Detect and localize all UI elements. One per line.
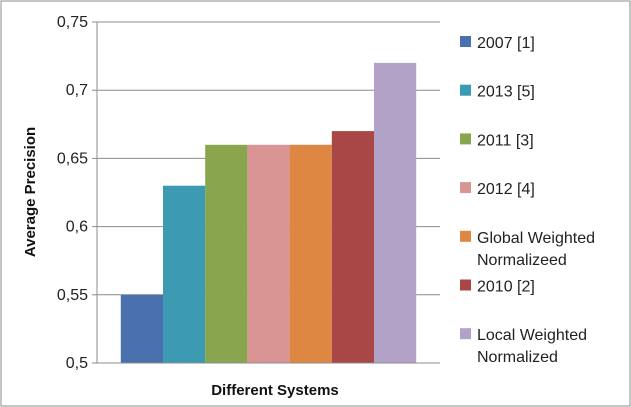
bar: [205, 144, 248, 363]
y-tick-label: 0,7: [66, 82, 88, 99]
y-tick-label: 0,65: [57, 150, 88, 167]
legend-label: 2013 [5]: [477, 84, 535, 101]
legend-label-line: 2010 [2]: [477, 279, 535, 296]
legend-label-line: 2007 [1]: [477, 35, 535, 52]
legend-swatch: [460, 84, 471, 96]
legend: 2007 [1] 2013 [5] 2011 [3] 2012 [4] Global W…: [460, 35, 595, 366]
y-tick-label: 0,55: [57, 287, 88, 304]
bars: [120, 62, 417, 364]
legend-swatch: [460, 133, 471, 145]
legend-label: 2012 [4]: [477, 181, 535, 198]
legend-label-line: 2013 [5]: [477, 84, 535, 101]
bar: [163, 185, 206, 363]
legend-label: 2007 [1]: [477, 35, 535, 52]
legend-swatch: [460, 182, 471, 194]
bar: [120, 294, 163, 363]
legend-label-line: Local Weighted: [477, 327, 587, 344]
legend-label-line: 2011 [3]: [477, 132, 534, 149]
legend-swatch: [460, 328, 471, 340]
legend-label-line: Normalized: [477, 349, 558, 366]
legend-label: Global Weighted Normalizeed: [477, 230, 595, 269]
y-axis-ticks: 0,5 0,55 0,6 0,65 0,7 0,75: [57, 14, 97, 372]
y-tick-label: 0,75: [57, 14, 88, 31]
legend-swatch: [460, 279, 471, 291]
bar: [289, 144, 332, 363]
y-tick-label: 0,5: [66, 355, 88, 372]
y-axis-title: Average Precision: [22, 127, 39, 257]
bar: [331, 131, 374, 363]
legend-label: Local Weighted Normalized: [477, 327, 587, 366]
legend-label: 2011 [3]: [477, 132, 534, 149]
legend-label: 2010 [2]: [477, 279, 535, 296]
legend-swatch: [460, 36, 471, 47]
legend-label-line: Normalizeed: [477, 252, 567, 269]
x-axis-title: Different Systems: [211, 382, 339, 399]
bar: [374, 62, 417, 364]
legend-label-line: 2012 [4]: [477, 181, 535, 198]
legend-swatch: [460, 230, 471, 242]
y-tick-label: 0,6: [66, 219, 88, 236]
legend-label-line: Global Weighted: [477, 230, 595, 247]
bar: [247, 144, 290, 363]
